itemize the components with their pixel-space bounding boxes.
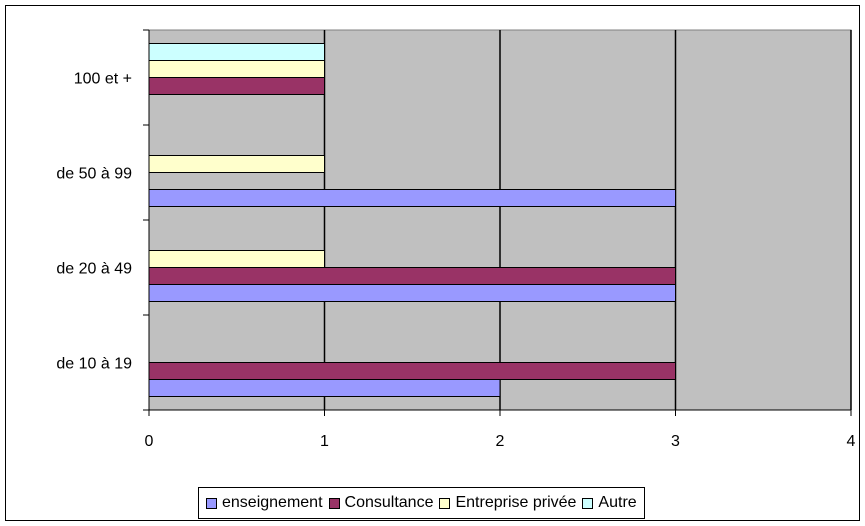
- bar: [148, 284, 676, 302]
- bar: [148, 267, 676, 285]
- bar: [148, 43, 325, 61]
- legend-item: Consultance: [328, 494, 434, 512]
- legend: enseignement Consultance Entreprise privée…: [198, 487, 645, 519]
- legend-item: Entreprise privée: [439, 494, 576, 512]
- legend-swatch: [206, 497, 217, 509]
- legend-item: enseignement: [206, 494, 323, 512]
- bar: [148, 189, 676, 207]
- legend-label: Autre: [598, 494, 637, 511]
- x-tick-label: 1: [320, 433, 329, 450]
- legend-label: enseignement: [222, 494, 323, 511]
- legend-swatch: [582, 497, 594, 509]
- bar: [148, 60, 325, 78]
- y-tick-label: de 10 à 19: [56, 356, 132, 373]
- y-tick-label: de 20 à 49: [56, 261, 132, 278]
- x-tick-label: 4: [847, 433, 856, 450]
- bar: [148, 362, 676, 380]
- y-tick-label: de 50 à 99: [56, 166, 132, 183]
- legend-swatch: [439, 497, 451, 509]
- x-tick-label: 3: [671, 433, 680, 450]
- x-tick-label: 2: [496, 433, 505, 450]
- y-tick-label: 100 et +: [74, 71, 132, 88]
- legend-item: Autre: [582, 494, 637, 512]
- axes: [143, 29, 852, 416]
- bar: [148, 77, 325, 95]
- bar: [148, 155, 325, 173]
- bar: [148, 379, 501, 397]
- outer-border: [5, 5, 860, 521]
- bars: [148, 43, 676, 397]
- tick-labels: de 10 à 19 de 20 à 49 de 50 à 99 100 et + 0 1…: [56, 71, 855, 451]
- x-tick-label: 0: [145, 433, 154, 450]
- legend-label: Entreprise privée: [455, 494, 577, 511]
- bar: [148, 250, 325, 268]
- legend-label: Consultance: [344, 494, 434, 511]
- legend-swatch: [328, 497, 340, 509]
